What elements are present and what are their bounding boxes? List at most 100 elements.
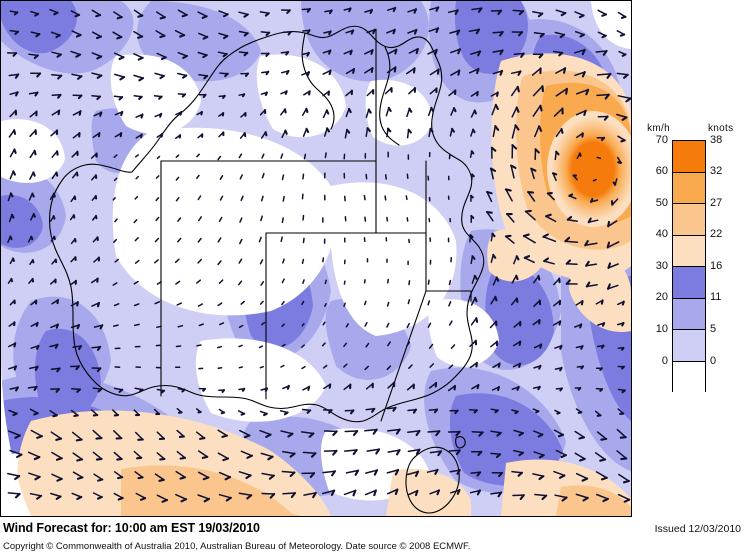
wind-barb [322,69,332,76]
wind-barb [576,132,584,139]
wind-barb [322,364,328,369]
wind-barb [364,49,374,55]
wind-barb [280,430,294,438]
wind-barb [617,365,625,370]
wind-barb [470,317,479,326]
wind-barb [617,388,626,394]
wind-barb [50,129,59,137]
wind-barb [574,71,586,78]
wind-barb [344,409,355,415]
wind-barb [198,93,207,98]
legend-tick-kmh-50: 50 [655,197,668,209]
wind-barb [387,428,401,435]
wind-barb [386,216,389,222]
wind-barb [156,280,162,285]
wind-barb [449,469,461,475]
wind-barb [490,452,502,459]
wind-barb [470,109,477,118]
wind-barb [405,195,408,201]
wind-barb [9,148,17,158]
legend-tick-kmh-10: 10 [655,323,668,335]
wind-barb [386,406,397,412]
wind-barb [471,274,478,284]
legend-tick-knots-22: 22 [710,228,723,240]
wind-barb [595,387,604,392]
wind-barb [281,343,286,347]
wind-barb [427,300,431,306]
wind-barb [156,325,162,329]
wind-barb [553,277,561,286]
wind-barb [195,431,206,440]
wind-barb [532,11,544,18]
wind-barb [448,89,457,97]
wind-barb [113,154,118,159]
wind-barb [301,472,316,478]
wind-barb [261,472,275,480]
wind-barb [532,53,544,59]
wind-barb [49,215,56,222]
wind-barb [364,216,367,222]
wind-barb [258,345,264,349]
wind-barb [90,277,99,284]
wind-barb [553,299,562,307]
wind-barb [386,6,397,13]
wind-barb [281,129,288,139]
wind-barb [511,31,524,37]
wind-barb [575,472,589,482]
wind-barb [135,175,139,180]
wind-barb [50,278,57,285]
wind-barb [91,301,101,308]
wind-barb [71,492,83,500]
wind-barb [343,49,353,56]
wind-barb [240,450,253,459]
wind-barb [470,296,478,306]
wind-barb [523,255,535,264]
wind-barb [198,216,202,222]
wind-barb [49,192,56,201]
wind-barb [513,429,525,437]
wind-barb [511,124,520,139]
wind-barb [596,136,606,142]
wind-barb [470,128,476,137]
wind-barb [30,321,39,327]
wind-barb [302,29,311,34]
wind-barb [491,471,504,478]
wind-barb [9,299,16,306]
wind-barb [71,388,82,393]
wind-barb [407,8,418,14]
wind-barb [133,323,140,327]
wind-barb [343,302,346,307]
wind-barb [301,365,306,370]
wind-barb [490,253,497,264]
wind-barb [322,90,330,97]
wind-barb [260,195,264,202]
wind-barb [301,51,310,57]
wind-barb [90,152,98,159]
wind-barb [301,408,312,414]
wind-barb [575,408,583,414]
wind-barb [177,9,188,18]
wind-barb [606,241,620,249]
wind-barb [154,112,163,118]
wind-barb [492,69,504,76]
wind-barb [302,237,305,244]
wind-barb [154,473,165,482]
wind-barb [72,471,84,480]
wind-barb [51,298,59,305]
legend-tick-knots-32: 32 [710,165,723,177]
wind-barb [218,408,226,415]
wind-barb [91,52,103,60]
wind-barb [512,362,522,368]
wind-barb [429,450,443,457]
wind-barb [260,52,270,57]
wind-barb [450,107,457,116]
wind-barb [429,489,441,496]
wind-barb [616,321,625,327]
wind-barb [574,323,583,329]
wind-barb [387,341,391,347]
wind-barb [50,387,61,393]
wind-barb [408,364,413,369]
wind-barb [427,322,432,328]
wind-barb [365,108,372,119]
wind-barb [50,235,56,242]
